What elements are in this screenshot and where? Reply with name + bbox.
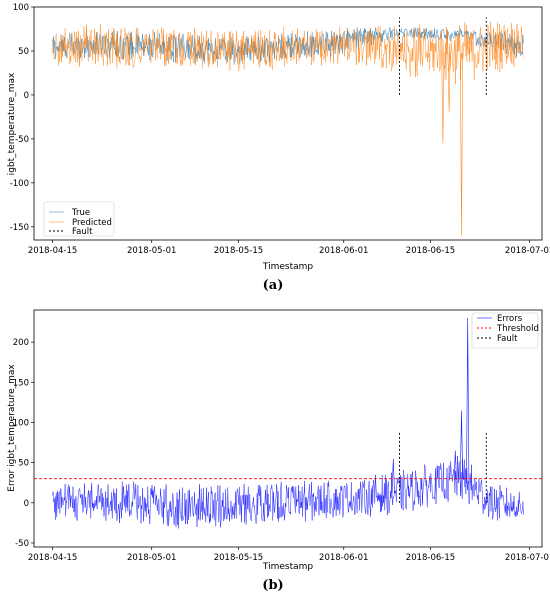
b-y-tick-label: 50: [18, 459, 29, 469]
panel-a-axes-frame: [33, 6, 543, 241]
a-x-tick-label: 2018-07-01: [505, 246, 550, 256]
series-true-line: [52, 26, 524, 65]
panel-a-legend: True Predicted Fault: [43, 201, 115, 237]
panel-b-y-axis-label: Error igbt_temperature_max: [7, 364, 17, 492]
series-errors-spike: [391, 458, 395, 494]
legend-threshold-label: Threshold: [496, 324, 539, 334]
series-errors-spike: [460, 410, 463, 479]
b-x-tick-label: 2018-05-01: [127, 553, 176, 563]
panel-b-caption: (b): [262, 578, 283, 593]
b-x-tick-label: 2018-07-01: [505, 553, 550, 563]
b-x-tick-label: 2018-05-15: [214, 553, 263, 563]
panel-a-x-axis-label: Timestamp: [262, 262, 314, 272]
b-y-tick-label: 100: [13, 418, 29, 428]
a-y-tick-label: -50: [15, 135, 29, 145]
series-predicted-spike: [441, 52, 445, 144]
b-x-tick-label: 2018-06-15: [406, 553, 455, 563]
panel-b-legend: Errors Threshold Fault: [471, 312, 539, 349]
a-x-tick-label: 2018-05-15: [214, 246, 263, 256]
series-predicted-spike: [460, 53, 463, 236]
series-predicted-spike: [447, 52, 451, 113]
a-y-tick-label: -150: [10, 223, 29, 233]
b-y-tick-label: 0: [24, 499, 29, 509]
b-y-tick-label: 150: [13, 378, 29, 388]
legend-predicted-label: Predicted: [72, 218, 112, 228]
legend-fault-label-a: Fault: [72, 227, 93, 237]
a-x-tick-label: 2018-04-15: [28, 246, 77, 256]
panel-a-y-axis-label: igbt_temperature_max: [7, 72, 17, 175]
b-x-tick-label: 2018-04-15: [28, 553, 77, 563]
a-x-tick-label: 2018-05-01: [127, 246, 176, 256]
panel-a-plot-area: [52, 17, 524, 236]
legend-errors-label: Errors: [497, 314, 523, 324]
panel-a-y-ticks: -150 -100 -50 0 50 100: [10, 3, 34, 233]
a-y-tick-label: 50: [18, 47, 29, 57]
legend-true-label: True: [71, 208, 90, 218]
panel-b-y-ticks: -50 0 50 100 150 200: [13, 338, 34, 549]
b-x-tick-label: 2018-06-01: [319, 553, 368, 563]
panel-a-caption: (a): [263, 278, 284, 293]
a-x-tick-label: 2018-06-15: [406, 246, 455, 256]
series-errors-spike: [453, 450, 457, 480]
a-x-tick-label: 2018-06-01: [319, 246, 368, 256]
b-y-tick-label: -50: [15, 539, 29, 549]
panel-b-x-axis-label: Timestamp: [262, 562, 314, 572]
a-y-tick-label: 100: [13, 3, 29, 13]
series-errors-spike: [466, 317, 470, 484]
panel-a-x-ticks: 2018-04-15 2018-05-01 2018-05-15 2018-06-01…: [28, 240, 550, 256]
panel-b-x-ticks: 2018-04-15 2018-05-01 2018-05-15 2018-06-01…: [28, 547, 550, 563]
b-y-tick-label: 200: [13, 338, 29, 348]
a-y-tick-label: 0: [24, 91, 29, 101]
series-errors-line: [52, 455, 524, 529]
series-predicted-line: [52, 21, 524, 85]
a-y-tick-label: -100: [10, 179, 29, 189]
legend-fault-label-b: Fault: [497, 334, 518, 344]
panel-b-axes-frame: [33, 309, 543, 548]
panel-b-plot-area: [34, 317, 542, 529]
